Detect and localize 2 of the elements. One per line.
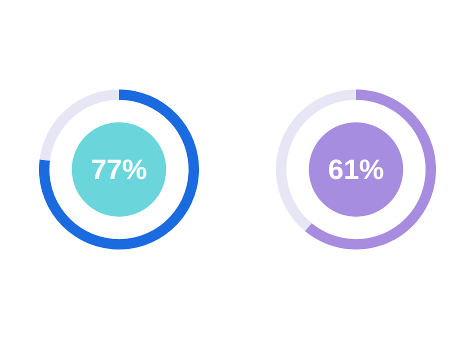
text: 77% xyxy=(90,154,148,185)
text: 61% xyxy=(328,154,384,185)
